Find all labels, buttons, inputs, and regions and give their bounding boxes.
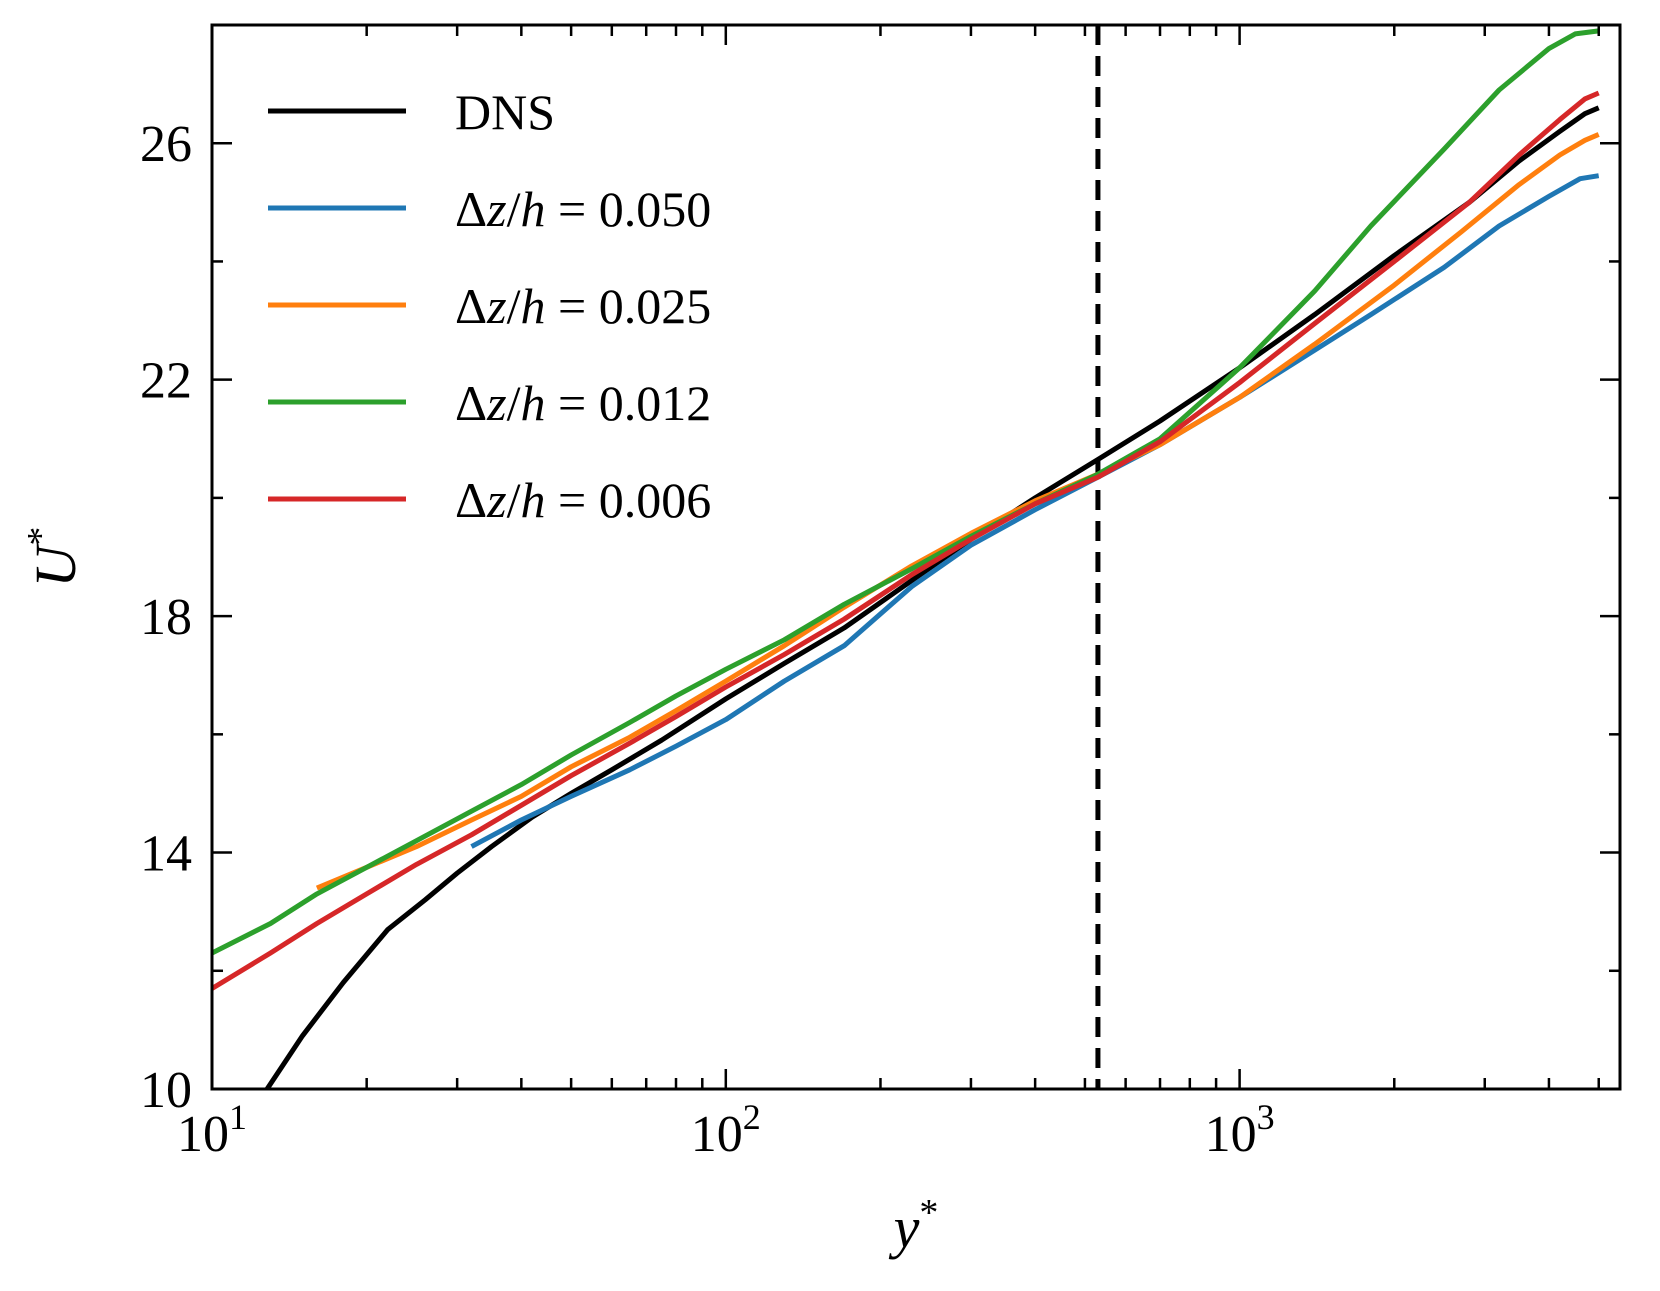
tick-labels: 101 102 103 10 14 18 22 26 (140, 116, 1275, 1163)
series-line-3 (212, 28, 1600, 956)
x-tick-label: 102 (691, 1097, 761, 1163)
x-tick-label: 103 (1205, 1097, 1275, 1163)
legend-label-1: Δz/h = 0.050 (455, 181, 711, 237)
y-tick-label: 10 (140, 1062, 192, 1119)
legend-label-0: DNS (455, 84, 555, 140)
y-axis-title: U* (20, 527, 88, 588)
series-line-4 (212, 90, 1600, 991)
series-group (212, 25, 1600, 1089)
series-line-1 (470, 173, 1600, 849)
x-axis-title-star: * (919, 1192, 938, 1234)
y-axis-title-main: U (23, 541, 88, 587)
legend-label-2: Δz/h = 0.025 (455, 278, 711, 334)
legend-label-3: Δz/h = 0.012 (455, 375, 711, 431)
legend-label-4: Δz/h = 0.006 (455, 472, 711, 528)
y-tick-label: 18 (140, 589, 192, 646)
series-line-2 (315, 132, 1600, 891)
x-axis-title-main: y (889, 1195, 920, 1260)
y-tick-label: 14 (140, 826, 192, 883)
y-tick-label: 26 (140, 116, 192, 173)
y-axis-title-star: * (20, 527, 62, 546)
tick-group (210, 23, 1620, 1091)
x-tick-label: 101 (177, 1097, 247, 1163)
plot-frame (210, 23, 1622, 1091)
legend: DNS Δz/h = 0.050 Δz/h = 0.025 Δz/h = 0.012 Δ… (268, 84, 711, 528)
x-axis-title: y* (889, 1192, 939, 1260)
y-tick-label: 22 (140, 353, 192, 410)
